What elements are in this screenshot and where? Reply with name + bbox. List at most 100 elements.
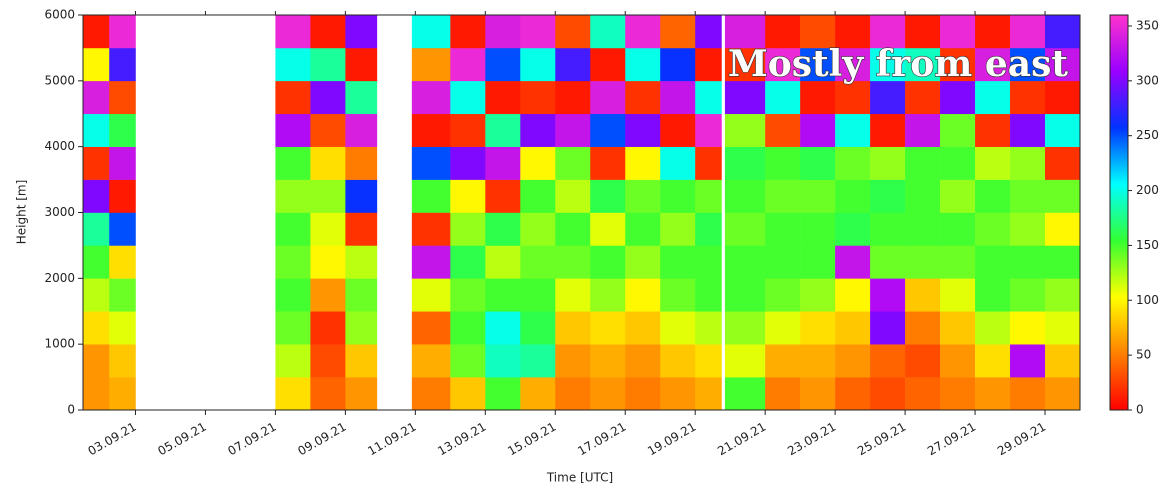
heatmap-cell bbox=[590, 278, 626, 312]
heatmap-cell bbox=[275, 212, 311, 246]
heatmap-cell bbox=[940, 245, 976, 279]
heatmap-cell bbox=[310, 179, 346, 213]
heatmap-cell bbox=[625, 15, 661, 49]
heatmap-cell bbox=[975, 146, 1011, 180]
heatmap-cell bbox=[905, 377, 941, 411]
heatmap-cell bbox=[695, 278, 722, 312]
heatmap-cell bbox=[835, 80, 871, 115]
heatmap-cell bbox=[765, 278, 801, 312]
heatmap-cell bbox=[450, 311, 486, 345]
heatmap-cell bbox=[450, 15, 486, 49]
heatmap-cell bbox=[765, 311, 801, 345]
heatmap-cell bbox=[835, 377, 871, 411]
heatmap-cell bbox=[83, 179, 110, 213]
heatmap-cell bbox=[520, 377, 556, 411]
heatmap-cell bbox=[870, 212, 906, 246]
heatmap-cell bbox=[905, 179, 941, 213]
heatmap-cell bbox=[345, 146, 378, 180]
heatmap-cell bbox=[520, 245, 556, 279]
heatmap-cell bbox=[940, 344, 976, 378]
heatmap-cell bbox=[800, 179, 836, 213]
heatmap-cell bbox=[345, 278, 378, 312]
heatmap-cell bbox=[625, 179, 661, 213]
heatmap-cell bbox=[724, 212, 766, 246]
heatmap-cell bbox=[695, 47, 722, 82]
heatmap-cell bbox=[275, 146, 311, 180]
heatmap-cell bbox=[1045, 245, 1081, 279]
heatmap-cell bbox=[411, 278, 451, 312]
heatmap-cell bbox=[835, 278, 871, 312]
heatmap-cell bbox=[310, 377, 346, 411]
heatmap-cell bbox=[1010, 212, 1046, 246]
heatmap-cell bbox=[345, 344, 378, 378]
heatmap-cell bbox=[940, 278, 976, 312]
heatmap-cell bbox=[695, 311, 722, 345]
heatmap-cell bbox=[109, 15, 136, 49]
heatmap-cell bbox=[555, 377, 591, 411]
heatmap-cell bbox=[695, 113, 722, 147]
heatmap-cell bbox=[590, 80, 626, 115]
heatmap-cell bbox=[660, 179, 696, 213]
heatmap-cell bbox=[1010, 179, 1046, 213]
heatmap-cell bbox=[660, 278, 696, 312]
heatmap-cell bbox=[660, 15, 696, 49]
heatmap-cell bbox=[940, 113, 976, 147]
heatmap-cell bbox=[660, 212, 696, 246]
heatmap-cell bbox=[555, 278, 591, 312]
heatmap-cell bbox=[450, 146, 486, 180]
heatmap-cell bbox=[835, 344, 871, 378]
heatmap-cell bbox=[520, 311, 556, 345]
heatmap-cell bbox=[800, 344, 836, 378]
heatmap-cell bbox=[411, 179, 451, 213]
heatmap-cell bbox=[411, 377, 451, 411]
heatmap-cell bbox=[765, 179, 801, 213]
x-tick-label: 17.09.21 bbox=[575, 420, 628, 459]
heatmap-cell bbox=[724, 15, 766, 49]
heatmap-cell bbox=[975, 15, 1011, 49]
heatmap-cell bbox=[411, 344, 451, 378]
heatmap-cell bbox=[905, 278, 941, 312]
heatmap-cell bbox=[109, 278, 136, 312]
heatmap-cell bbox=[450, 47, 486, 82]
heatmap-cell bbox=[275, 179, 311, 213]
heatmap-cell bbox=[310, 212, 346, 246]
x-tick-label: 05.09.21 bbox=[155, 420, 208, 459]
colorbar bbox=[1109, 14, 1129, 411]
heatmap-cell bbox=[835, 113, 871, 147]
heatmap-cell bbox=[520, 47, 556, 82]
heatmap-cell bbox=[520, 113, 556, 147]
heatmap-cell bbox=[1010, 15, 1046, 49]
heatmap-cell bbox=[83, 344, 110, 378]
heatmap-cell bbox=[905, 15, 941, 49]
heatmap-cell bbox=[695, 15, 722, 49]
heatmap-cell bbox=[450, 80, 486, 115]
heatmap-cell bbox=[1045, 311, 1081, 345]
heatmap-cell bbox=[411, 80, 451, 115]
heatmap-cell bbox=[590, 47, 626, 82]
x-tick-label: 13.09.21 bbox=[435, 420, 488, 459]
heatmap-cell bbox=[275, 113, 311, 147]
heatmap-cell bbox=[800, 15, 836, 49]
heatmap-cell bbox=[975, 179, 1011, 213]
heatmap-cell bbox=[1010, 113, 1046, 147]
heatmap-cell bbox=[625, 47, 661, 82]
heatmap-cell bbox=[520, 146, 556, 180]
heatmap-cell bbox=[975, 47, 1011, 82]
heatmap-cell bbox=[870, 245, 906, 279]
heatmap-cell bbox=[590, 245, 626, 279]
colorbar-tick-label: 0 bbox=[1136, 403, 1144, 417]
heatmap-cell bbox=[555, 212, 591, 246]
heatmap-cell bbox=[625, 278, 661, 312]
heatmap-cell bbox=[345, 15, 378, 49]
heatmap-cell bbox=[625, 377, 661, 411]
heatmap-cell bbox=[83, 278, 110, 312]
heatmap-cell bbox=[724, 146, 766, 180]
heatmap-cell bbox=[1010, 344, 1046, 378]
heatmap-cell bbox=[485, 311, 521, 345]
heatmap-cell bbox=[905, 344, 941, 378]
heatmap-cell bbox=[724, 80, 766, 115]
heatmap-cell bbox=[765, 47, 801, 82]
heatmap-cell bbox=[625, 80, 661, 115]
heatmap-cell bbox=[555, 15, 591, 49]
